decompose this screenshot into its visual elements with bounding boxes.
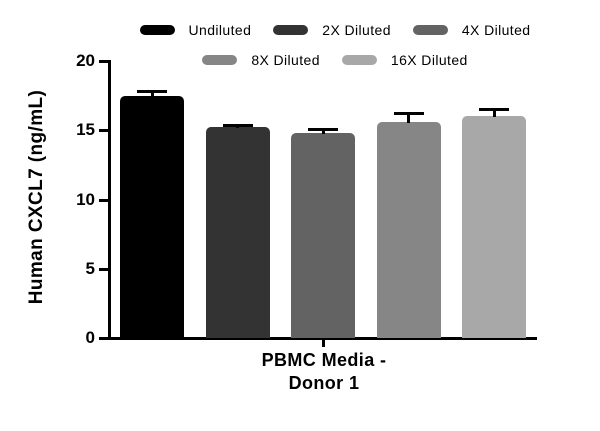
error-bar-cap <box>479 107 509 111</box>
bar-undiluted <box>120 95 184 338</box>
legend-row: 8X Diluted 16X Diluted <box>100 45 570 75</box>
x-axis-label-line1: PBMC Media - <box>261 350 387 370</box>
legend-item-undiluted: Undiluted <box>139 22 252 38</box>
y-tick-mark <box>99 337 108 340</box>
legend-item-16x-diluted: 16X Diluted <box>341 52 468 68</box>
error-bar-cap <box>222 123 253 127</box>
error-bar-stem <box>150 91 154 97</box>
y-tick-label: 15 <box>76 120 95 140</box>
error-bar-stem <box>492 108 496 118</box>
bar-16x-diluted <box>462 116 526 338</box>
error-bar-stem <box>321 128 325 134</box>
legend-swatch-icon <box>341 55 377 65</box>
legend-swatch-icon <box>412 25 448 35</box>
y-tick-label: 20 <box>76 51 95 70</box>
y-tick-label: 0 <box>85 328 95 347</box>
y-tick-label: 5 <box>85 258 95 278</box>
y-tick-mark <box>99 60 108 63</box>
x-axis-label-line2: Donor 1 <box>288 373 360 393</box>
legend-label: 4X Diluted <box>461 22 531 38</box>
y-axis-line <box>108 60 111 340</box>
bar-4x-diluted <box>291 133 355 338</box>
error-bar-cap <box>137 90 167 94</box>
y-axis-title: Human CXCL7 (ng/mL) <box>26 89 47 305</box>
legend-swatch-icon <box>139 25 175 35</box>
y-tick-mark <box>99 198 108 202</box>
legend-item-8x-diluted: 8X Diluted <box>202 52 320 68</box>
y-tick-label: 10 <box>76 189 95 209</box>
legend-item-2x-diluted: 2X Diluted <box>273 22 391 38</box>
error-bar-cap <box>308 127 338 131</box>
x-category-tick <box>322 340 325 347</box>
legend-item-4x-diluted: 4X Diluted <box>412 22 531 38</box>
legend-swatch-icon <box>202 55 238 65</box>
y-tick-mark <box>99 267 108 271</box>
legend-label: 16X Diluted <box>390 52 468 68</box>
legend-label: Undiluted <box>188 22 252 38</box>
error-bar-stem <box>407 112 410 123</box>
chart-legend: Undiluted 2X Diluted 4X Diluted 8X Diluted 1… <box>100 15 570 75</box>
bar-8x-diluted <box>376 121 441 338</box>
legend-label: 8X Diluted <box>251 52 320 68</box>
legend-label: 2X Diluted <box>322 22 391 38</box>
bar-2x-diluted <box>205 127 270 338</box>
error-bar-cap <box>393 111 424 115</box>
legend-swatch-icon <box>273 25 309 35</box>
x-axis-line <box>108 337 537 340</box>
y-tick-mark <box>99 129 108 133</box>
legend-row: Undiluted 2X Diluted 4X Diluted <box>100 15 570 45</box>
